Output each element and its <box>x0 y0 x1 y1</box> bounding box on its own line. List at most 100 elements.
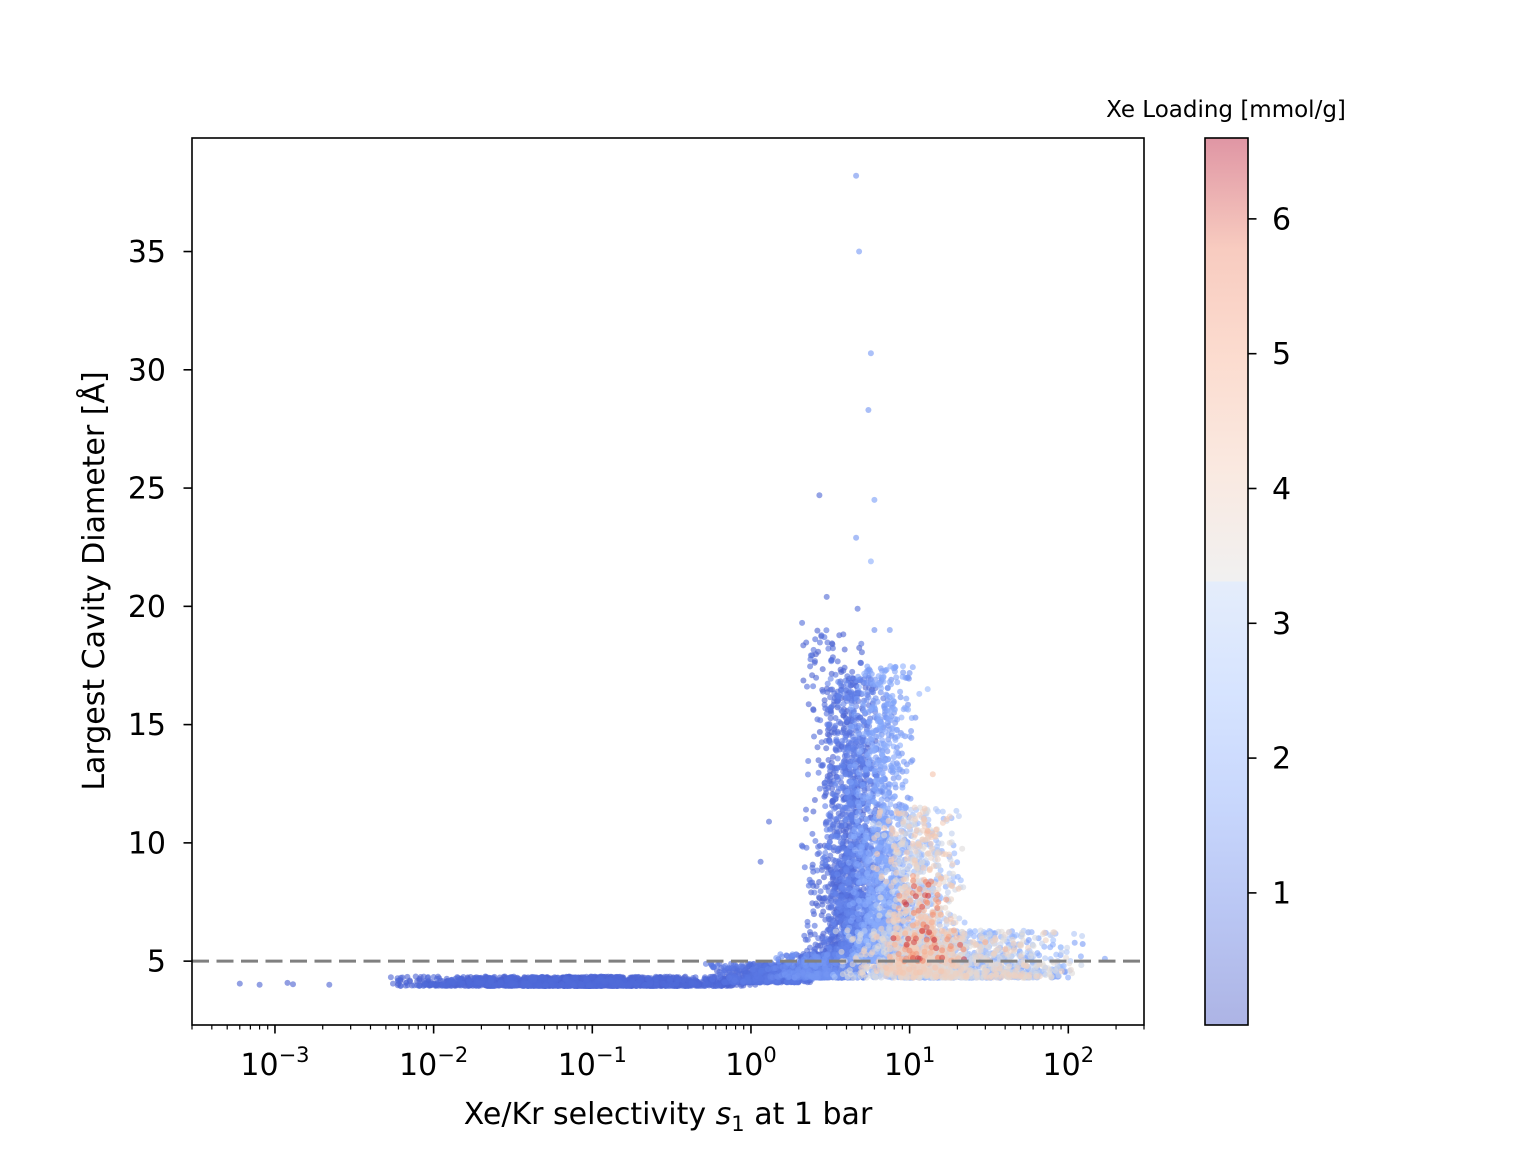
scatter-point <box>525 982 532 989</box>
scatter-point <box>404 982 411 989</box>
scatter-point <box>825 722 832 728</box>
scatter-point <box>841 646 848 653</box>
scatter-point <box>451 980 458 986</box>
scatter-point <box>804 936 811 943</box>
scatter-point <box>422 981 429 988</box>
scatter-point <box>838 860 845 867</box>
scatter-point <box>897 694 904 701</box>
scatter-point <box>822 860 829 867</box>
scatter-point <box>443 982 450 989</box>
scatter-point <box>583 976 590 983</box>
scatter-point <box>615 983 622 989</box>
scatter-point <box>284 979 291 986</box>
scatter-point <box>845 685 852 692</box>
scatter-point <box>766 818 772 825</box>
scatter-point <box>740 978 747 985</box>
scatter-point <box>397 982 404 989</box>
scatter-point <box>709 976 716 983</box>
scatter-point <box>886 627 893 633</box>
scatter-point <box>811 797 818 803</box>
scatter-point <box>731 977 738 984</box>
scatter-point <box>804 683 810 690</box>
scatter-point <box>853 534 860 541</box>
scatter-point <box>799 619 806 626</box>
scatter-point <box>809 830 816 837</box>
scatter-point <box>810 908 817 915</box>
scatter-point <box>395 977 402 984</box>
scatter-point <box>818 739 825 746</box>
scatter-point <box>433 975 440 982</box>
scatter-point <box>804 922 811 929</box>
scatter-point <box>851 755 858 762</box>
scatter-point <box>826 826 833 833</box>
scatter-point <box>803 639 810 646</box>
scatter-point <box>858 640 865 647</box>
scatter-point <box>828 658 835 665</box>
scatter-point <box>835 785 842 792</box>
scatter-point <box>840 833 847 840</box>
scatter-point <box>832 745 839 752</box>
scatter-point <box>477 980 484 987</box>
scatter-point <box>842 771 849 777</box>
scatter-point <box>816 785 823 792</box>
scatter-point <box>834 871 841 878</box>
scatter-point <box>821 697 828 704</box>
scatter-point <box>844 747 851 754</box>
scatter-point <box>871 627 878 633</box>
scatter-point <box>548 981 555 988</box>
scatter-point <box>520 979 527 986</box>
scatter-point <box>822 786 829 793</box>
scatter-point <box>830 919 837 926</box>
scatter-point <box>844 716 851 722</box>
scatter-point <box>578 981 585 988</box>
scatter-point <box>854 738 861 745</box>
scatter-point <box>814 744 821 751</box>
scatter-point <box>722 962 729 969</box>
scatter-point <box>819 666 826 673</box>
scatter-point <box>833 864 840 871</box>
scatter-point <box>798 842 805 849</box>
scatter-point <box>641 982 648 989</box>
scatter-point <box>834 755 841 762</box>
scatter-point <box>833 825 840 832</box>
scatter-point <box>816 894 822 901</box>
scatter-point <box>841 721 848 728</box>
scatter-point <box>506 975 513 981</box>
scatter-point <box>817 888 824 895</box>
scatter-point <box>824 639 831 646</box>
scatter-point <box>822 894 829 901</box>
scatter-point <box>836 917 843 924</box>
scatter-point <box>827 675 834 682</box>
scatter-point <box>326 981 333 988</box>
scatter-point <box>765 966 771 973</box>
scatter-point <box>858 649 865 656</box>
scatter-point <box>667 977 673 984</box>
scatter-point <box>841 804 848 811</box>
scatter-point <box>830 900 836 907</box>
scatter-point <box>256 981 263 988</box>
scatter-point <box>825 842 832 849</box>
scatter-point <box>792 951 799 958</box>
scatter-point <box>811 733 817 740</box>
scatter-point <box>715 982 722 989</box>
scatter-point <box>572 974 579 981</box>
scatter-point <box>818 912 825 919</box>
scatter-point <box>841 664 848 671</box>
scatter-point <box>826 705 833 712</box>
scatter-point <box>817 717 824 724</box>
scatter-point <box>839 883 846 890</box>
scatter-point <box>509 980 515 987</box>
scatter-point <box>814 902 821 909</box>
scatter-point <box>822 850 829 856</box>
scatter-point <box>832 671 839 678</box>
scatter-point <box>825 757 832 763</box>
scatter-point <box>543 982 550 989</box>
scatter-point <box>721 979 728 986</box>
scatter-point <box>826 945 833 952</box>
scatter-point <box>755 962 762 969</box>
scatter-point <box>831 833 838 840</box>
scatter-point <box>833 815 840 822</box>
scatter-point <box>816 492 823 499</box>
scatter-point <box>822 936 829 943</box>
scatter-point <box>814 627 821 634</box>
